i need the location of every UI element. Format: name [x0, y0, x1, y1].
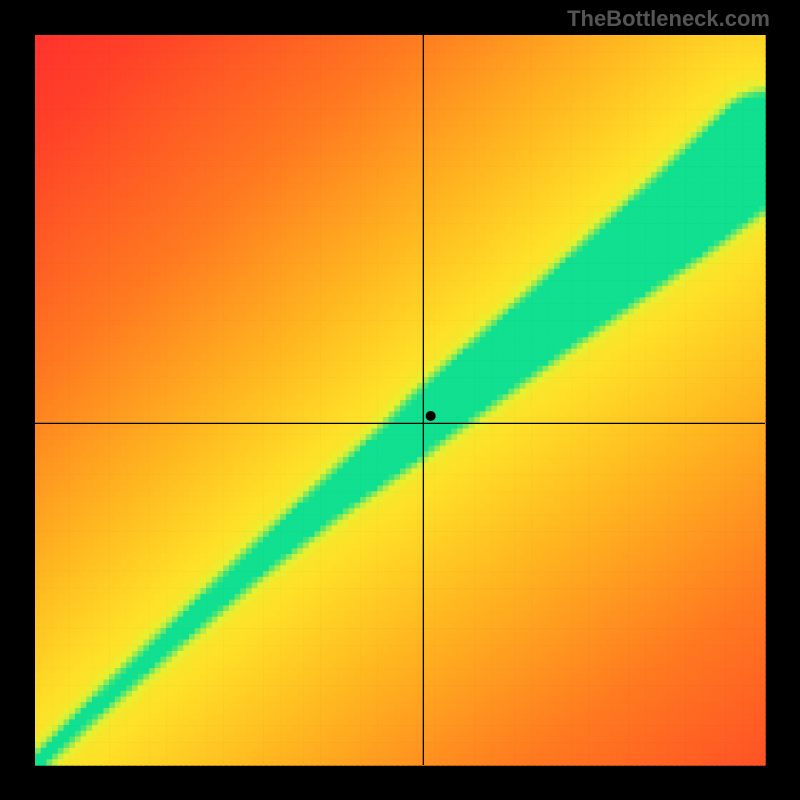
bottleneck-heatmap: [0, 0, 800, 800]
watermark-text: TheBottleneck.com: [567, 6, 770, 32]
